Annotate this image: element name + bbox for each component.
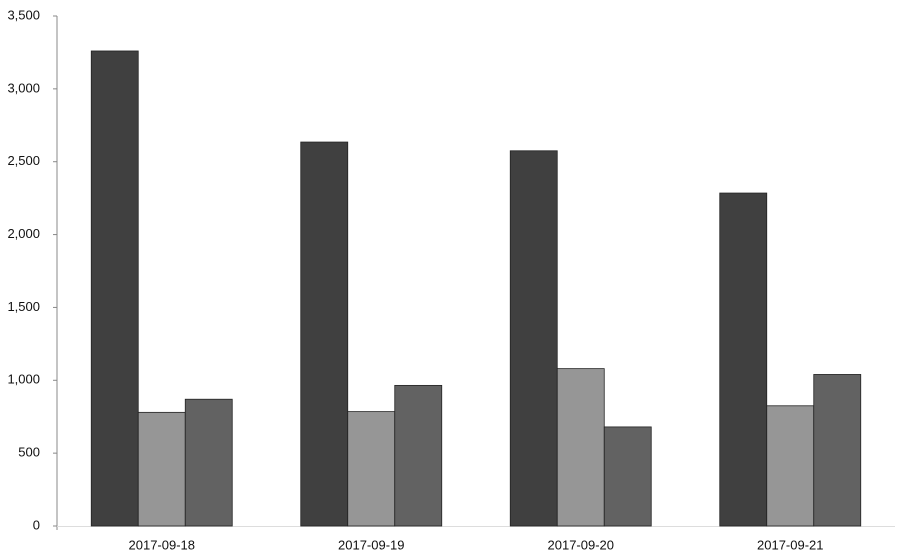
y-tick-label: 0 (33, 517, 40, 532)
bar (137, 411, 186, 527)
bar (556, 368, 605, 527)
bar (90, 50, 139, 527)
bar (719, 192, 768, 527)
bar (184, 398, 233, 527)
bar (509, 150, 558, 527)
y-tick-label: 2,000 (7, 226, 40, 241)
x-tick-label: 2017-09-18 (129, 537, 196, 552)
x-tick-label: 2017-09-20 (548, 537, 615, 552)
y-tick-label: 3,000 (7, 80, 40, 95)
x-tick-label: 2017-09-19 (338, 537, 405, 552)
bar (347, 411, 396, 527)
bar (766, 405, 815, 527)
bar (603, 426, 652, 527)
y-tick-label: 1,000 (7, 372, 40, 387)
bar (813, 374, 862, 527)
bar (300, 141, 349, 527)
y-tick-label: 500 (18, 445, 40, 460)
bar (394, 384, 443, 527)
y-tick-label: 1,500 (7, 299, 40, 314)
x-tick-label: 2017-09-21 (757, 537, 824, 552)
y-tick-label: 2,500 (7, 153, 40, 168)
y-tick-label: 3,500 (7, 7, 40, 22)
